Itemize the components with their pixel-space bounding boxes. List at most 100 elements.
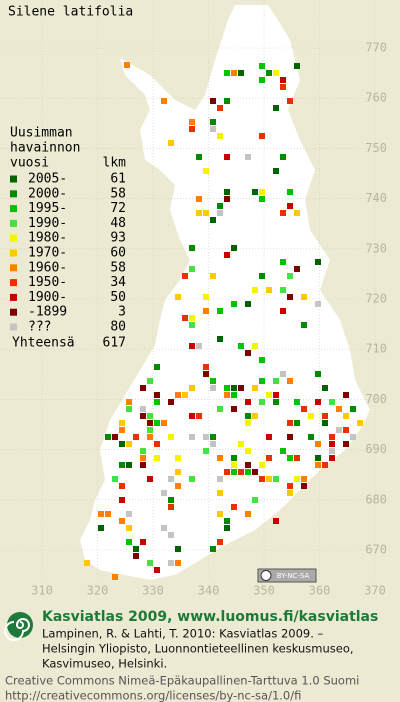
observation-square (189, 434, 195, 440)
observation-square (189, 126, 195, 132)
observation-square (329, 455, 335, 461)
observation-square (189, 385, 195, 391)
legend-total-label: Yhteensä (12, 336, 75, 351)
observation-square (126, 511, 132, 517)
observation-square (287, 189, 293, 195)
legend-swatch (10, 205, 17, 213)
observation-square (147, 427, 153, 433)
observation-square (203, 364, 209, 370)
observation-square (294, 63, 300, 69)
legend-swatch (10, 323, 17, 331)
observation-square (273, 392, 279, 398)
observation-square (147, 413, 153, 419)
legend: Uusimman havainnon vuosi lkm Yhteensä 61… (10, 126, 126, 351)
observation-square (189, 119, 195, 125)
legend-label: ??? (28, 320, 51, 335)
observation-square (252, 413, 258, 419)
observation-square (280, 84, 286, 90)
observation-square (175, 392, 181, 398)
observation-square (189, 322, 195, 328)
observation-square (147, 560, 153, 566)
logo (4, 612, 33, 641)
observation-square (280, 259, 286, 265)
observation-square (252, 343, 258, 349)
observation-square (224, 196, 230, 202)
observation-square (259, 189, 265, 195)
observation-square (287, 273, 293, 279)
observation-square (182, 273, 188, 279)
observation-square (266, 70, 272, 76)
observation-square (252, 385, 258, 391)
observation-square (245, 301, 251, 307)
observation-square (273, 378, 279, 384)
observation-square (231, 462, 237, 468)
observation-square (119, 518, 125, 524)
observation-square (252, 287, 258, 293)
observation-square (224, 70, 230, 76)
legend-swatch (10, 219, 17, 227)
observation-square (217, 210, 223, 216)
observation-square (203, 308, 209, 314)
observation-square (189, 413, 195, 419)
legend-swatch (10, 293, 17, 301)
observation-square (259, 462, 265, 468)
observation-square (154, 420, 160, 426)
observation-square (203, 168, 209, 174)
observation-square (217, 406, 223, 412)
observation-square (168, 434, 174, 440)
observation-square (168, 560, 174, 566)
observation-square (301, 322, 307, 328)
observation-square (189, 266, 195, 272)
observation-square (238, 469, 244, 475)
observation-square (210, 119, 216, 125)
observation-square (322, 462, 328, 468)
observation-square (336, 427, 342, 433)
observation-square (252, 497, 258, 503)
observation-square (266, 476, 272, 482)
observation-square (287, 378, 293, 384)
y-grid-label: 700 (365, 392, 387, 406)
citation-line: Helsingin Yliopisto, Luonnontieteellinen… (42, 642, 354, 656)
observation-square (140, 462, 146, 468)
x-grid-label: 370 (364, 584, 386, 598)
logo-spiral (4, 618, 30, 641)
observation-square (294, 210, 300, 216)
observation-square (245, 350, 251, 356)
x-grid-label: 330 (142, 584, 164, 598)
observation-square (266, 434, 272, 440)
observation-square (273, 476, 279, 482)
observation-square (140, 413, 146, 419)
observation-square (175, 546, 181, 552)
observation-square (217, 539, 223, 545)
observation-square (140, 385, 146, 391)
observation-square (231, 70, 237, 76)
observation-square (266, 392, 272, 398)
observation-square (280, 210, 286, 216)
legend-label: 1990- (28, 216, 67, 231)
observation-square (231, 385, 237, 391)
observation-square (273, 105, 279, 111)
observation-square (322, 413, 328, 419)
observation-square (245, 399, 251, 405)
observation-square (189, 476, 195, 482)
observation-square (84, 560, 90, 566)
observation-square (203, 371, 209, 377)
observation-square (259, 77, 265, 83)
legend-label: -1899 (28, 305, 67, 320)
observation-square (329, 441, 335, 447)
observation-square (315, 455, 321, 461)
observation-square (238, 343, 244, 349)
observation-square (168, 140, 174, 146)
observation-square (329, 399, 335, 405)
observation-square (112, 476, 118, 482)
observation-square (217, 203, 223, 209)
legend-count: 34 (110, 275, 126, 290)
map-title: Silene latifolia (8, 5, 133, 20)
legend-total: 617 (103, 336, 126, 351)
observation-square (301, 483, 307, 489)
observation-square (343, 392, 349, 398)
legend-label: 2005- (28, 172, 67, 187)
legend-swatch (10, 279, 17, 287)
observation-square (224, 98, 230, 104)
